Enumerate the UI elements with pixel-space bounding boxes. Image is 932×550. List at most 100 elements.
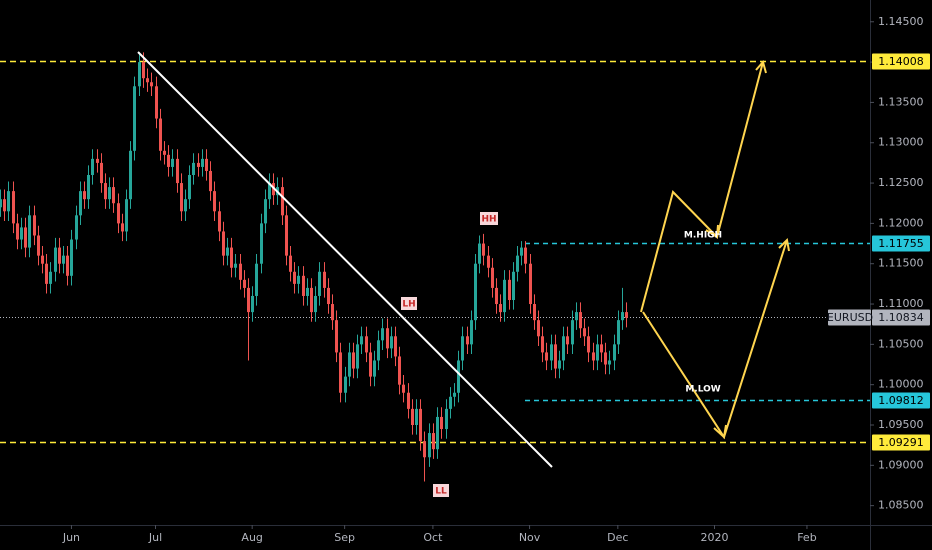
candle-body [512,271,515,300]
price-tag: 1.09291 [878,436,924,449]
candle-body [537,320,540,337]
candle-body [621,312,624,321]
candle-body [41,255,44,264]
candle-body [470,320,473,345]
price-tag-box [872,434,930,451]
candle-body [62,255,65,264]
candle-body [339,352,342,393]
candle-body [381,328,384,341]
candle-body [554,344,557,369]
candle-body [192,162,195,175]
candle-body [604,352,607,365]
candle-body [419,408,422,442]
candle-body [529,263,532,305]
candle-body [104,183,107,200]
candle-body [66,255,69,276]
candle-body [197,162,200,167]
y-tick-label: 1.14500 [878,15,924,28]
annotation: M.HIGH [684,231,722,241]
x-tick-label: Feb [797,531,816,544]
candle-body [201,158,204,167]
price-tag: 1.09812 [878,394,924,407]
candle-body [7,191,10,212]
candle-body [398,356,401,385]
candle-body [180,183,183,212]
candle-body [0,199,2,208]
symbol-tag: EURUSD [827,311,873,324]
candle-body [3,199,6,212]
candle-body [407,392,410,409]
candle-body [264,199,267,224]
candle-body [247,287,250,313]
candle-body [369,352,372,377]
candle-body [75,215,78,240]
candle-body [545,352,548,361]
candle-body [28,215,31,248]
x-tick-label: Jul [148,531,162,544]
candle-body [373,360,376,377]
candle-body [608,360,611,365]
candle-body [306,287,309,296]
candle-body [121,223,124,232]
candle-body [234,263,237,268]
candle-body [255,263,258,296]
candle-body [243,279,246,288]
x-tick-label: Sep [334,531,355,544]
candle-body [440,416,443,430]
candle-body [516,255,519,272]
price-tag-box [872,392,930,409]
candle-body [310,287,313,313]
candle-body [478,243,481,264]
candle-body [432,433,435,450]
candle-body [335,320,338,353]
candle-body [222,231,225,256]
candle-body [423,441,426,458]
candle-body [348,352,351,377]
candle-body [331,304,334,321]
candle-body [171,158,174,167]
candle-body [176,158,179,184]
arrow-head [713,424,727,439]
candle-body [386,328,389,349]
candle-body [344,376,347,393]
candle-body [541,336,544,353]
candle-body [159,118,162,151]
candle-body [436,416,439,450]
candle-body [314,295,317,313]
annotation: M.LOW [685,385,720,395]
candle-body [108,187,111,200]
candle-body [49,271,52,284]
candle-body [600,344,603,353]
candle-body [281,187,284,216]
candle-body [474,263,477,321]
x-tick-label: 2020 [700,531,728,544]
candle-body [260,223,263,264]
price-tag-box [872,53,930,70]
price-tag-box [872,309,930,326]
x-tick-label: Aug [241,531,262,544]
candle-body [117,203,120,224]
candle-body [558,360,561,369]
candle-body [142,62,145,79]
price-tag-box [872,235,930,252]
candle-body [24,227,27,248]
candle-body [562,336,565,361]
candle-body [83,191,86,200]
x-tick-label: Oct [423,531,443,544]
price-tags: 1.14008 1.11755 1.10834 EURUSD 1.09812 1.0929… [827,53,930,451]
arrow-head [705,224,719,239]
candle-body [487,255,490,268]
candle-body [566,336,569,345]
candle-body [163,150,166,155]
candle-body [457,360,460,393]
candle-body [592,352,595,361]
y-tick-label: 1.12000 [878,216,924,229]
y-tick-label: 1.12500 [878,176,924,189]
candle-body [377,340,380,361]
symbol-tag-box [828,309,871,326]
candle-body [146,78,149,83]
candle-body [289,255,292,272]
candle-body [587,336,590,353]
candle-body [579,312,582,329]
